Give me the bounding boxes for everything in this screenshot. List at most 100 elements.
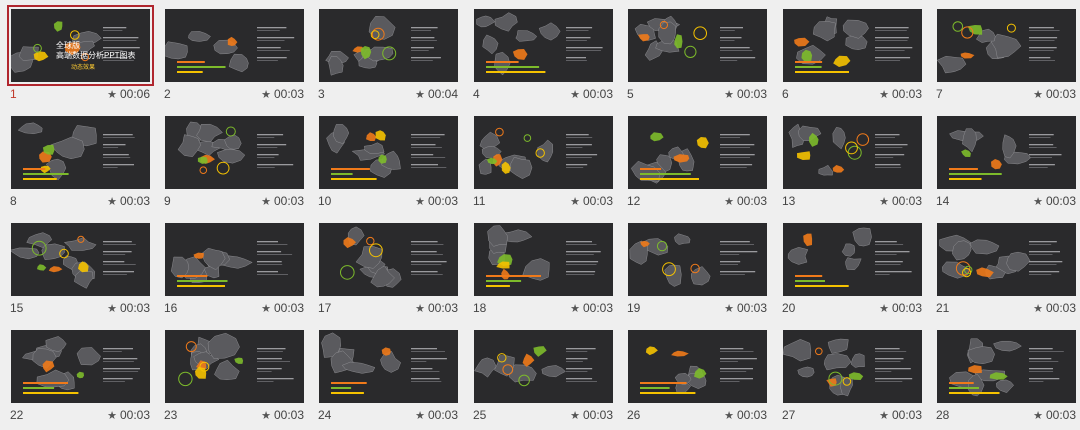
slide-thumbnail-image[interactable]	[11, 330, 150, 403]
slide-thumbnail-cell[interactable]: 25 ★ 00:03	[473, 330, 615, 430]
slide-number: 15	[10, 301, 24, 315]
slide-thumbnail-image[interactable]	[165, 330, 304, 403]
star-icon[interactable]: ★	[1033, 196, 1043, 208]
slide-thumbnail-cell[interactable]: 全球版 高端数据分析PPT图表 动态效果 1 ★ 00:06	[7, 5, 154, 109]
slide-thumbnail-image[interactable]	[628, 116, 767, 189]
star-icon[interactable]: ★	[1033, 410, 1043, 422]
slide-thumbnail-cell[interactable]: 17 ★ 00:03	[318, 223, 460, 323]
slide-thumbnail-image[interactable]	[783, 9, 922, 82]
star-icon[interactable]: ★	[570, 303, 580, 315]
slide-thumbnail-cell[interactable]: 8 ★ 00:03	[10, 116, 152, 216]
slide-thumbnail-image[interactable]	[937, 223, 1076, 296]
star-icon[interactable]: ★	[415, 303, 425, 315]
slide-thumbnail-image[interactable]	[783, 116, 922, 189]
slide-duration-text: 00:03	[273, 194, 304, 208]
star-icon[interactable]: ★	[879, 303, 889, 315]
slide-thumbnail-image[interactable]	[165, 116, 304, 189]
star-icon[interactable]: ★	[107, 196, 117, 208]
star-icon[interactable]: ★	[415, 89, 425, 101]
slide-duration: ★ 00:03	[415, 301, 458, 315]
slide-duration: ★ 00:03	[261, 301, 304, 315]
star-icon[interactable]: ★	[1033, 303, 1043, 315]
slide-number: 3	[318, 87, 325, 101]
slide-number: 6	[782, 87, 789, 101]
slide-thumbnail-image[interactable]	[319, 330, 458, 403]
slide-thumbnail-cell[interactable]: 9 ★ 00:03	[164, 116, 306, 216]
slide-thumbnail-cell[interactable]: 20 ★ 00:03	[782, 223, 924, 323]
slide-thumbnail-cell[interactable]: 23 ★ 00:03	[164, 330, 306, 430]
slide-thumbnail-image[interactable]	[628, 9, 767, 82]
slide-thumbnail-cell[interactable]: 22 ★ 00:03	[10, 330, 152, 430]
slide-thumbnail-cell[interactable]: 2 ★ 00:03	[164, 9, 306, 109]
star-icon[interactable]: ★	[261, 89, 271, 101]
star-icon[interactable]: ★	[724, 303, 734, 315]
slide-thumbnail-image[interactable]	[165, 9, 304, 82]
slide-duration-text: 00:03	[119, 194, 150, 208]
star-icon[interactable]: ★	[724, 89, 734, 101]
slide-duration-text: 00:03	[273, 301, 304, 315]
star-icon[interactable]: ★	[261, 196, 271, 208]
slide-thumbnail-cell[interactable]: 19 ★ 00:03	[627, 223, 769, 323]
slide-thumbnail-cell[interactable]: 7 ★ 00:03	[936, 9, 1078, 109]
slide-thumbnail-cell[interactable]: 28 ★ 00:03	[936, 330, 1078, 430]
slide-thumbnail-cell[interactable]: 16 ★ 00:03	[164, 223, 306, 323]
slide-thumbnail-image[interactable]	[628, 223, 767, 296]
slide-thumbnail-cell[interactable]: 5 ★ 00:03	[627, 9, 769, 109]
slide-thumbnail-cell[interactable]: 13 ★ 00:03	[782, 116, 924, 216]
slide-thumbnail-image[interactable]	[11, 223, 150, 296]
slide-duration: ★ 00:03	[415, 408, 458, 422]
star-icon[interactable]: ★	[570, 196, 580, 208]
slide-thumbnail-image[interactable]	[937, 9, 1076, 82]
slide-number: 5	[627, 87, 634, 101]
slide-thumbnail-cell[interactable]: 27 ★ 00:03	[782, 330, 924, 430]
slide-thumbnail-image[interactable]	[474, 9, 613, 82]
slide-thumbnail-cell[interactable]: 6 ★ 00:03	[782, 9, 924, 109]
star-icon[interactable]: ★	[570, 410, 580, 422]
slide-thumbnail-image[interactable]	[319, 9, 458, 82]
slide-duration-text: 00:03	[891, 408, 922, 422]
slide-thumbnail-cell[interactable]: 21 ★ 00:03	[936, 223, 1078, 323]
slide-thumbnail-image[interactable]	[628, 330, 767, 403]
slide-thumbnail-image[interactable]: 全球版 高端数据分析PPT图表 动态效果	[7, 5, 154, 86]
slide-duration-text: 00:03	[119, 408, 150, 422]
slide-thumbnail-image[interactable]	[319, 223, 458, 296]
star-icon[interactable]: ★	[879, 410, 889, 422]
slide-number: 4	[473, 87, 480, 101]
slide-thumbnail-image[interactable]	[783, 330, 922, 403]
slide-thumbnail-cell[interactable]: 11 ★ 00:03	[473, 116, 615, 216]
slide-thumbnail-image[interactable]	[11, 116, 150, 189]
star-icon[interactable]: ★	[1033, 89, 1043, 101]
slide-thumbnail-cell[interactable]: 12 ★ 00:03	[627, 116, 769, 216]
slide-thumbnail-image[interactable]	[474, 223, 613, 296]
slide-thumbnail-cell[interactable]: 3 ★ 00:04	[318, 9, 460, 109]
star-icon[interactable]: ★	[107, 303, 117, 315]
slide-number: 25	[473, 408, 487, 422]
star-icon[interactable]: ★	[724, 196, 734, 208]
star-icon[interactable]: ★	[570, 89, 580, 101]
slide-thumbnail-image[interactable]	[937, 116, 1076, 189]
star-icon[interactable]: ★	[107, 410, 117, 422]
star-icon[interactable]: ★	[261, 410, 271, 422]
slide-thumbnail-cell[interactable]: 26 ★ 00:03	[627, 330, 769, 430]
slide-number: 10	[318, 194, 332, 208]
slide-thumbnail-cell[interactable]: 10 ★ 00:03	[318, 116, 460, 216]
star-icon[interactable]: ★	[415, 196, 425, 208]
star-icon[interactable]: ★	[107, 89, 117, 101]
slide-thumbnail-image[interactable]	[165, 223, 304, 296]
slide-thumbnail-image[interactable]	[319, 116, 458, 189]
slide-thumbnail-cell[interactable]: 15 ★ 00:03	[10, 223, 152, 323]
star-icon[interactable]: ★	[879, 196, 889, 208]
slide-thumbnail-cell[interactable]: 18 ★ 00:03	[473, 223, 615, 323]
star-icon[interactable]: ★	[879, 89, 889, 101]
slide-thumbnail-image[interactable]	[474, 330, 613, 403]
slide-thumbnail-cell[interactable]: 24 ★ 00:03	[318, 330, 460, 430]
slide-thumbnail-image[interactable]	[474, 116, 613, 189]
slide-thumbnail-image[interactable]	[783, 223, 922, 296]
star-icon[interactable]: ★	[261, 303, 271, 315]
slide-thumbnail-image[interactable]	[937, 330, 1076, 403]
star-icon[interactable]: ★	[724, 410, 734, 422]
slide-thumbnail-cell[interactable]: 4 ★ 00:03	[473, 9, 615, 109]
star-icon[interactable]: ★	[415, 410, 425, 422]
slide-duration: ★ 00:03	[1033, 87, 1076, 101]
slide-thumbnail-cell[interactable]: 14 ★ 00:03	[936, 116, 1078, 216]
